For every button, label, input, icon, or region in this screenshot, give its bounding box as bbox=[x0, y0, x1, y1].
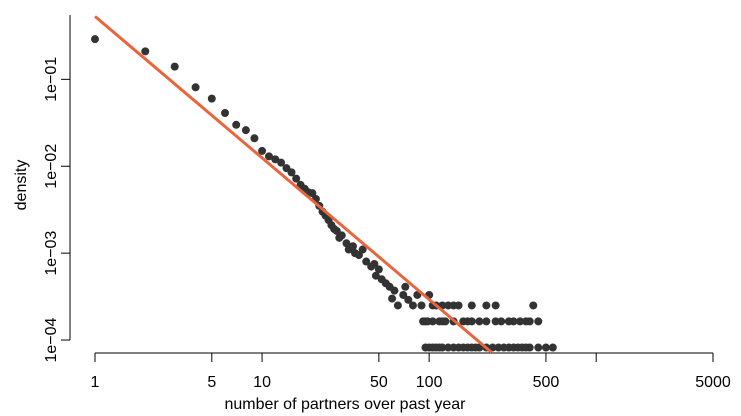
point bbox=[488, 343, 497, 352]
x-tick-label: 100 bbox=[416, 374, 443, 391]
point bbox=[348, 242, 357, 251]
y-tick-label: 1e−02 bbox=[43, 144, 60, 189]
point bbox=[482, 301, 491, 310]
y-axis-label: density bbox=[13, 160, 30, 211]
point bbox=[370, 259, 379, 268]
point bbox=[241, 126, 250, 135]
x-tick-label: 5000 bbox=[695, 374, 731, 391]
point bbox=[399, 290, 408, 299]
point bbox=[250, 134, 259, 143]
point bbox=[482, 317, 491, 326]
point bbox=[232, 120, 241, 129]
x-tick-label: 5 bbox=[207, 374, 216, 391]
point bbox=[428, 317, 437, 326]
point bbox=[362, 257, 371, 266]
point bbox=[516, 317, 525, 326]
point bbox=[509, 317, 518, 326]
point bbox=[435, 317, 444, 326]
fit-line bbox=[94, 15, 493, 354]
point bbox=[401, 282, 410, 291]
point bbox=[548, 343, 557, 352]
point bbox=[264, 152, 273, 161]
point bbox=[541, 343, 550, 352]
point bbox=[534, 343, 543, 352]
point bbox=[475, 317, 484, 326]
x-tick-label: 500 bbox=[533, 374, 560, 391]
point bbox=[221, 108, 230, 117]
point bbox=[525, 343, 534, 352]
point bbox=[358, 245, 367, 254]
point bbox=[491, 301, 500, 310]
point bbox=[388, 294, 397, 303]
point bbox=[258, 146, 267, 155]
point bbox=[191, 83, 200, 92]
point bbox=[467, 301, 476, 310]
point bbox=[404, 295, 413, 304]
y-tick-label: 1e−03 bbox=[43, 231, 60, 276]
point bbox=[408, 301, 417, 310]
point bbox=[441, 317, 450, 326]
point bbox=[277, 158, 286, 167]
y-tick-label: 1e−04 bbox=[43, 317, 60, 362]
point bbox=[522, 317, 531, 326]
point bbox=[529, 301, 538, 310]
x-tick-label: 50 bbox=[370, 374, 388, 391]
point bbox=[207, 94, 216, 103]
point bbox=[393, 301, 402, 310]
point bbox=[271, 155, 280, 164]
point bbox=[141, 47, 150, 56]
x-tick-label: 10 bbox=[253, 374, 271, 391]
point bbox=[371, 271, 380, 280]
x-axis-label: number of partners over past year bbox=[224, 396, 466, 413]
point bbox=[287, 168, 296, 177]
point bbox=[308, 189, 317, 198]
point bbox=[449, 301, 458, 310]
point bbox=[417, 301, 426, 310]
y-tick-label: 1e−01 bbox=[43, 57, 60, 102]
point bbox=[390, 286, 399, 295]
point bbox=[170, 62, 179, 71]
point bbox=[374, 265, 383, 274]
point bbox=[292, 174, 301, 183]
point bbox=[467, 317, 476, 326]
point bbox=[337, 231, 346, 240]
point bbox=[491, 317, 500, 326]
point bbox=[534, 317, 543, 326]
point bbox=[91, 35, 99, 44]
point bbox=[497, 317, 506, 326]
point bbox=[342, 239, 351, 248]
x-tick-label: 1 bbox=[91, 374, 100, 391]
point bbox=[438, 343, 447, 352]
